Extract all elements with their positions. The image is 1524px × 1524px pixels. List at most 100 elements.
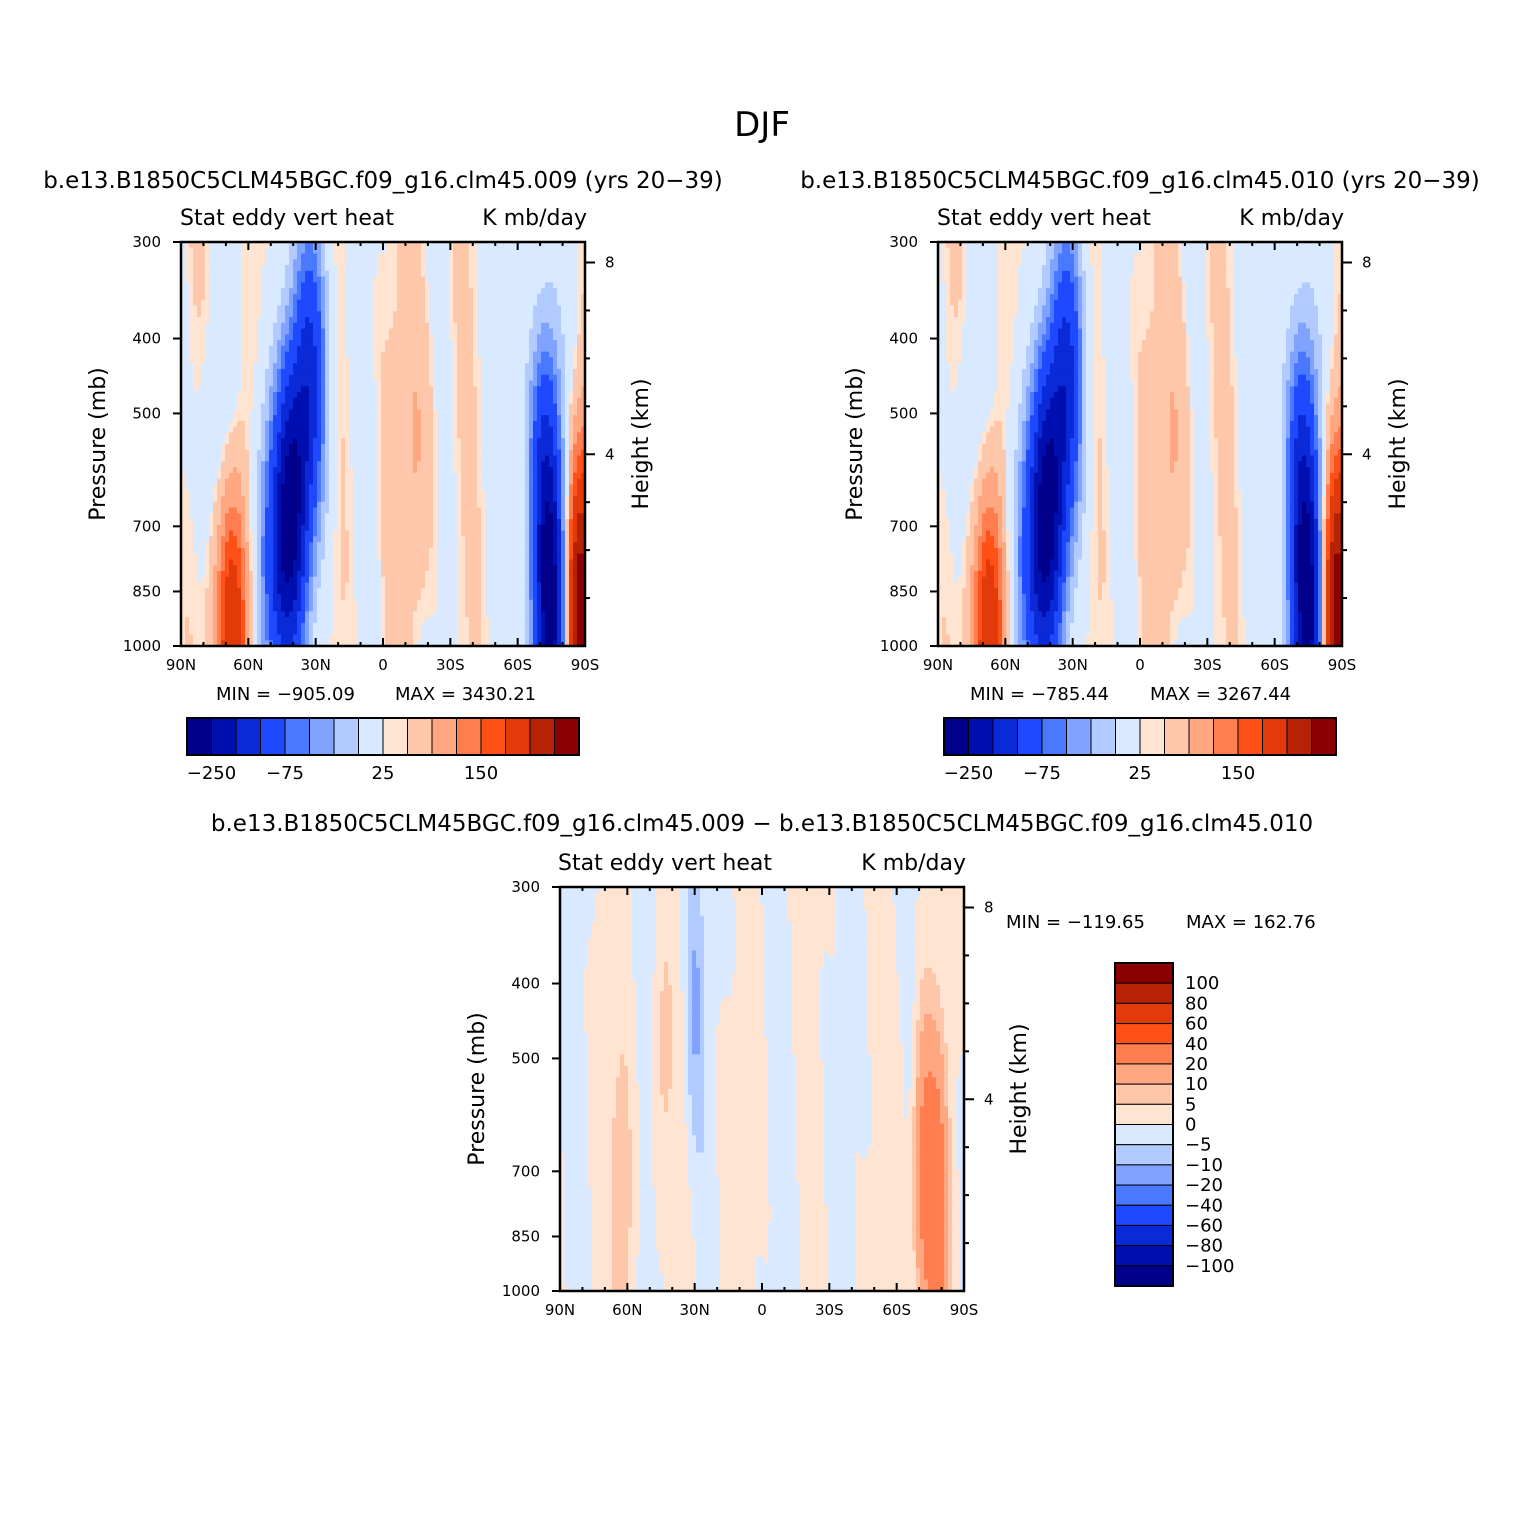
contour-cell bbox=[509, 322, 514, 330]
contour-cell bbox=[381, 478, 386, 485]
contour-cell bbox=[353, 392, 358, 399]
contour-cell bbox=[545, 472, 550, 480]
contour-cell bbox=[193, 519, 198, 526]
contour-cell bbox=[429, 253, 434, 260]
contour-cell bbox=[525, 293, 530, 301]
contour-cell bbox=[197, 524, 202, 532]
contour-cell bbox=[333, 247, 338, 255]
contour-cell bbox=[185, 380, 190, 387]
contour-cell bbox=[533, 501, 538, 509]
contour-cell bbox=[433, 478, 438, 485]
contour-cell bbox=[361, 438, 366, 445]
contour-cell bbox=[437, 426, 442, 434]
contour-cell bbox=[417, 513, 422, 520]
contour-cell bbox=[333, 524, 338, 532]
contour-cell bbox=[305, 484, 310, 491]
contour-cell bbox=[417, 270, 422, 278]
contour-cell bbox=[253, 420, 258, 428]
contour-cell bbox=[477, 305, 482, 312]
contour-cell bbox=[537, 270, 542, 278]
contour-cell bbox=[205, 449, 210, 457]
contour-cell bbox=[385, 484, 390, 491]
contour-cell bbox=[277, 507, 282, 514]
contour-cell bbox=[477, 461, 482, 468]
contour-cell bbox=[541, 368, 546, 376]
contour-cell bbox=[405, 519, 410, 526]
contour-cell bbox=[337, 380, 342, 387]
contour-cell bbox=[377, 374, 382, 382]
contour-cell bbox=[389, 299, 394, 307]
contour-cell bbox=[345, 438, 350, 445]
contour-cell bbox=[273, 467, 278, 474]
contour-cell bbox=[421, 415, 426, 422]
contour-cell bbox=[561, 495, 566, 503]
contour-cell bbox=[333, 484, 338, 491]
contour-cell bbox=[277, 392, 282, 399]
contour-cell bbox=[237, 305, 242, 312]
contour-cell bbox=[221, 426, 226, 434]
contour-cell bbox=[209, 467, 214, 474]
contour-cell bbox=[397, 478, 402, 485]
contour-cell bbox=[417, 392, 422, 399]
contour-cell bbox=[241, 444, 246, 451]
contour-cell bbox=[229, 334, 234, 341]
contour-cell bbox=[349, 328, 354, 335]
contour-cell bbox=[269, 501, 274, 509]
contour-cell bbox=[265, 472, 270, 480]
contour-cell bbox=[365, 265, 370, 272]
contour-cell bbox=[237, 340, 242, 347]
contour-cell bbox=[381, 305, 386, 312]
contour-cell bbox=[533, 265, 538, 272]
contour-cell bbox=[461, 432, 466, 439]
contour-cell bbox=[265, 276, 270, 283]
contour-cell bbox=[305, 299, 310, 307]
contour-cell bbox=[381, 380, 386, 387]
contour-cell bbox=[313, 265, 318, 272]
contour-cell bbox=[409, 467, 414, 474]
contour-cell bbox=[441, 501, 446, 509]
contour-cell bbox=[417, 242, 422, 249]
contour-cell bbox=[213, 328, 218, 335]
contour-cell bbox=[481, 363, 486, 370]
contour-cell bbox=[365, 403, 370, 410]
contour-cell bbox=[257, 455, 262, 462]
contour-cell bbox=[333, 351, 338, 359]
contour-cell bbox=[557, 374, 562, 382]
contour-cell bbox=[449, 438, 454, 445]
contour-cell bbox=[301, 484, 306, 491]
contour-cell bbox=[545, 357, 550, 364]
contour-cell bbox=[353, 386, 358, 393]
contour-cell bbox=[269, 276, 274, 283]
contour-cell bbox=[453, 276, 458, 283]
contour-cell bbox=[581, 345, 586, 353]
contour-cell bbox=[433, 467, 438, 474]
contour-cell bbox=[533, 288, 538, 295]
contour-cell bbox=[537, 415, 542, 422]
contour-cell bbox=[565, 293, 570, 301]
contour-cell bbox=[381, 392, 386, 399]
contour-cell bbox=[389, 363, 394, 370]
contour-cell bbox=[457, 242, 462, 249]
contour-cell bbox=[361, 270, 366, 278]
contour-cell bbox=[517, 265, 522, 272]
contour-cell bbox=[389, 288, 394, 295]
contour-cell bbox=[229, 467, 234, 474]
contour-cell bbox=[417, 374, 422, 382]
contour-cell bbox=[197, 444, 202, 451]
contour-cell bbox=[505, 467, 510, 474]
contour-cell bbox=[465, 495, 470, 503]
contour-cell bbox=[437, 340, 442, 347]
contour-cell bbox=[493, 276, 498, 283]
contour-cell bbox=[229, 415, 234, 422]
contour-cell bbox=[433, 403, 438, 410]
contour-cell bbox=[541, 299, 546, 307]
contour-cell bbox=[485, 501, 490, 509]
contour-cell bbox=[185, 397, 190, 405]
contour-cell bbox=[297, 276, 302, 283]
contour-cell bbox=[409, 242, 414, 249]
contour-cell bbox=[421, 322, 426, 330]
contour-cell bbox=[369, 513, 374, 520]
contour-cell bbox=[557, 420, 562, 428]
contour-cell bbox=[417, 305, 422, 312]
contour-cell bbox=[457, 432, 462, 439]
